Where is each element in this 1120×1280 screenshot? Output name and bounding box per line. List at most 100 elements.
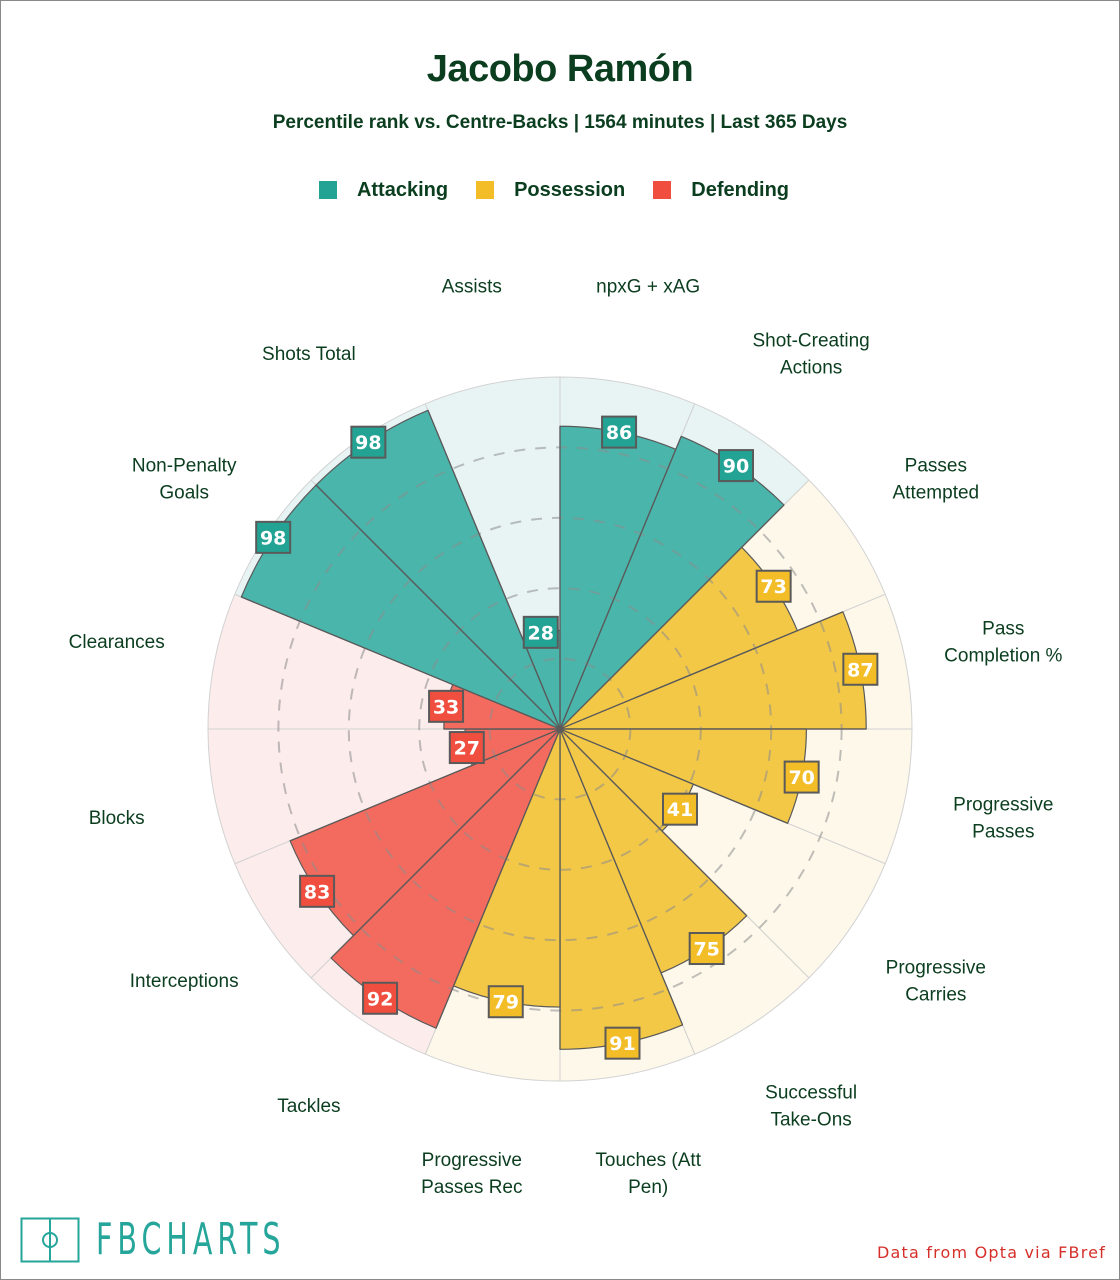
wedge-values <box>240 409 867 1050</box>
legend-label: Attacking <box>356 178 449 201</box>
legend: Attacking Possession Defending <box>0 177 1120 203</box>
legend-swatch-possession <box>476 181 495 199</box>
badge-value: 75 <box>693 939 719 961</box>
wedge-separator <box>427 410 561 730</box>
axis-label-line: Progressive <box>422 1150 522 1171</box>
badge-box <box>487 985 524 1019</box>
legend-item-possession: Possession <box>476 179 637 202</box>
axis-label-line: Progressive <box>953 795 1053 816</box>
axis-label: Blocks <box>89 808 145 829</box>
axis-label: Progressive Carries <box>886 958 986 1006</box>
legend-item-attacking: Attacking <box>318 178 460 202</box>
badge-box <box>688 932 725 966</box>
axis-label: Interceptions <box>130 971 239 992</box>
value-badge: 91 <box>604 1026 641 1060</box>
chart-title: Jacobo Ramón <box>426 48 694 90</box>
wedge-separator <box>559 728 748 917</box>
axis-label: Progressive Passes Rec <box>421 1150 522 1198</box>
axis-label: Successful Take-Ons <box>765 1082 857 1130</box>
logo-text: FBCHARTS <box>96 1214 286 1265</box>
badge-value: 87 <box>847 659 873 681</box>
badge-box <box>718 449 754 483</box>
badge-value: 98 <box>355 432 381 454</box>
axis-label-line: Shots Total <box>262 344 356 365</box>
chart-subtitle: Percentile rank vs. Centre-Backs | 1564 … <box>272 112 848 133</box>
axis-label-line: Assists <box>442 277 502 298</box>
axis-labels: npxG + xAG Shot-Creating Actions Passes Atte… <box>69 277 1063 1198</box>
legend-label: Possession <box>514 178 626 201</box>
value-badge: 98 <box>255 520 292 554</box>
value-badges: 86 90 73 87 70 41 75 91 79 92 83 27 33 98 98 28 <box>255 415 879 1060</box>
value-badge: 92 <box>362 981 399 1015</box>
value-badge: 70 <box>783 760 820 794</box>
badge-box <box>350 425 387 459</box>
badge-box <box>255 520 292 554</box>
badge-box <box>842 652 879 686</box>
wedge-separator <box>559 436 682 730</box>
badge-box <box>604 1026 641 1060</box>
axis-label: npxG + xAG <box>596 277 700 298</box>
badge-value: 27 <box>454 738 480 760</box>
badge-value: 98 <box>260 527 286 549</box>
axis-label: Pass Completion % <box>944 618 1062 666</box>
badge-value: 33 <box>433 696 459 718</box>
wedge-separator <box>559 611 844 730</box>
badge-value: 79 <box>493 992 519 1014</box>
legend-item-defending: Defending <box>653 179 801 202</box>
value-badge: 87 <box>842 652 879 686</box>
badge-box <box>428 689 465 723</box>
value-badge: 83 <box>299 874 336 908</box>
axis-label-line: Passes Rec <box>421 1177 522 1198</box>
axis-label-line: Passes <box>905 455 967 476</box>
axis-label-line: Carries <box>905 985 966 1006</box>
value-badge: 75 <box>688 932 725 966</box>
axis-label-line: Passes <box>972 822 1034 843</box>
axis-label-line: Goals <box>159 482 209 503</box>
value-badge: 27 <box>448 731 485 765</box>
badge-value: 86 <box>606 422 632 444</box>
wedge-separator <box>559 728 788 824</box>
axis-label-line: Shot-Creating <box>753 331 870 352</box>
value-badge: 28 <box>522 615 559 649</box>
axis-label-line: Pass <box>982 618 1024 639</box>
legend-label: Defending <box>691 178 790 201</box>
axis-label: Clearances <box>69 632 165 653</box>
badge-value: 91 <box>609 1033 635 1055</box>
badge-value: 73 <box>760 576 786 598</box>
wedge-separator <box>330 728 561 959</box>
value-badge: 86 <box>601 415 638 449</box>
center-dot <box>557 726 563 732</box>
axis-label: Progressive Passes <box>953 795 1053 843</box>
axis-label-line: Touches (Att <box>595 1150 701 1171</box>
badge-box <box>448 731 485 765</box>
wedge-separator <box>315 484 561 730</box>
badge-value: 70 <box>788 767 814 789</box>
wedge-separator <box>559 728 684 1026</box>
value-badge: 41 <box>662 792 698 826</box>
badge-box <box>299 874 336 908</box>
badge-box <box>783 760 820 794</box>
axis-label-line: Clearances <box>69 632 165 653</box>
axis-label-line: Completion % <box>944 645 1062 666</box>
badge-box <box>755 569 792 603</box>
axis-label: Shots Total <box>262 344 356 365</box>
value-badge: 33 <box>428 689 465 723</box>
badge-value: 41 <box>667 799 693 821</box>
axis-label: Tackles <box>277 1096 340 1117</box>
value-badge: 73 <box>755 569 792 603</box>
badge-box <box>662 792 698 826</box>
axis-label: Non-Penalty Goals <box>132 455 237 503</box>
axis-label-line: Tackles <box>277 1096 340 1117</box>
value-badge: 90 <box>718 449 754 483</box>
data-credit: Data from Opta via FBref <box>876 1243 1106 1262</box>
wedge-separator <box>559 504 785 730</box>
axis-label-line: Successful <box>765 1082 857 1103</box>
wedge-separator <box>435 728 561 1029</box>
badge-value: 28 <box>528 622 554 644</box>
badge-value: 83 <box>304 881 330 903</box>
badge-box <box>362 981 399 1015</box>
axis-label: Shot-Creating Actions <box>753 331 870 379</box>
axis-label: Passes Attempted <box>893 455 980 503</box>
axis-label-line: npxG + xAG <box>596 277 700 298</box>
